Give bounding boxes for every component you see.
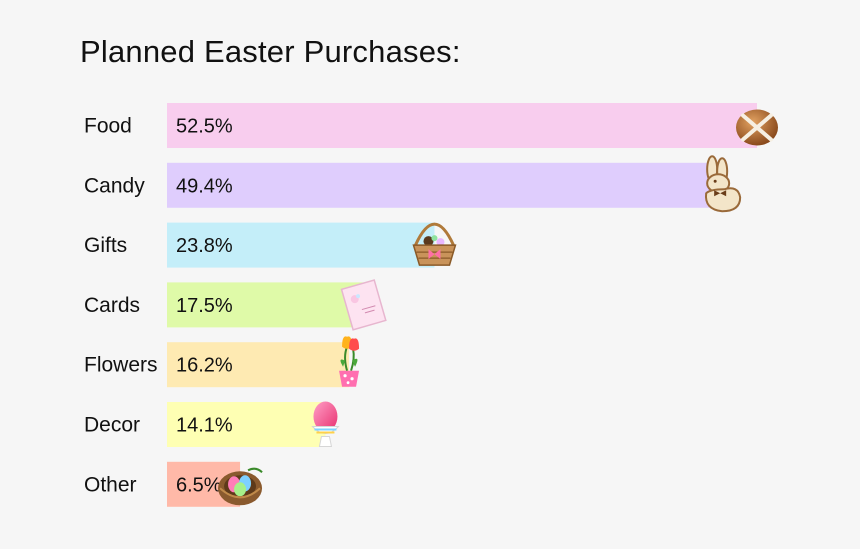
bar-flowers: [167, 342, 350, 388]
value-label: 17.5%: [176, 295, 233, 317]
hot-cross-bun-icon: [736, 109, 778, 146]
category-label: Candy: [84, 174, 145, 197]
greeting-card-icon: [340, 279, 387, 331]
egg-cup-icon: [311, 401, 340, 447]
bar-gifts: [167, 222, 435, 268]
bar-candy: [167, 162, 723, 208]
tulip-pot-icon: [339, 336, 360, 387]
category-label: Flowers: [84, 354, 158, 377]
category-label: Other: [84, 473, 137, 496]
chocolate-bunny-icon: [704, 155, 742, 213]
bar-food: [167, 103, 757, 148]
value-label: 14.1%: [176, 415, 233, 437]
category-label: Cards: [84, 294, 140, 317]
value-label: 6.5%: [176, 474, 222, 496]
category-label: Food: [84, 115, 132, 138]
easter-basket-icon: [412, 222, 457, 266]
value-label: 52.5%: [176, 116, 233, 138]
category-label: Gifts: [84, 234, 127, 257]
bar-decor: [167, 402, 326, 447]
value-label: 23.8%: [176, 235, 233, 257]
value-label: 49.4%: [176, 175, 233, 197]
egg-nest-icon: [218, 467, 263, 506]
chart-title: Planned Easter Purchases:: [80, 34, 461, 69]
bar-cards: [167, 282, 364, 328]
category-label: Decor: [84, 414, 140, 437]
value-label: 16.2%: [176, 355, 233, 377]
